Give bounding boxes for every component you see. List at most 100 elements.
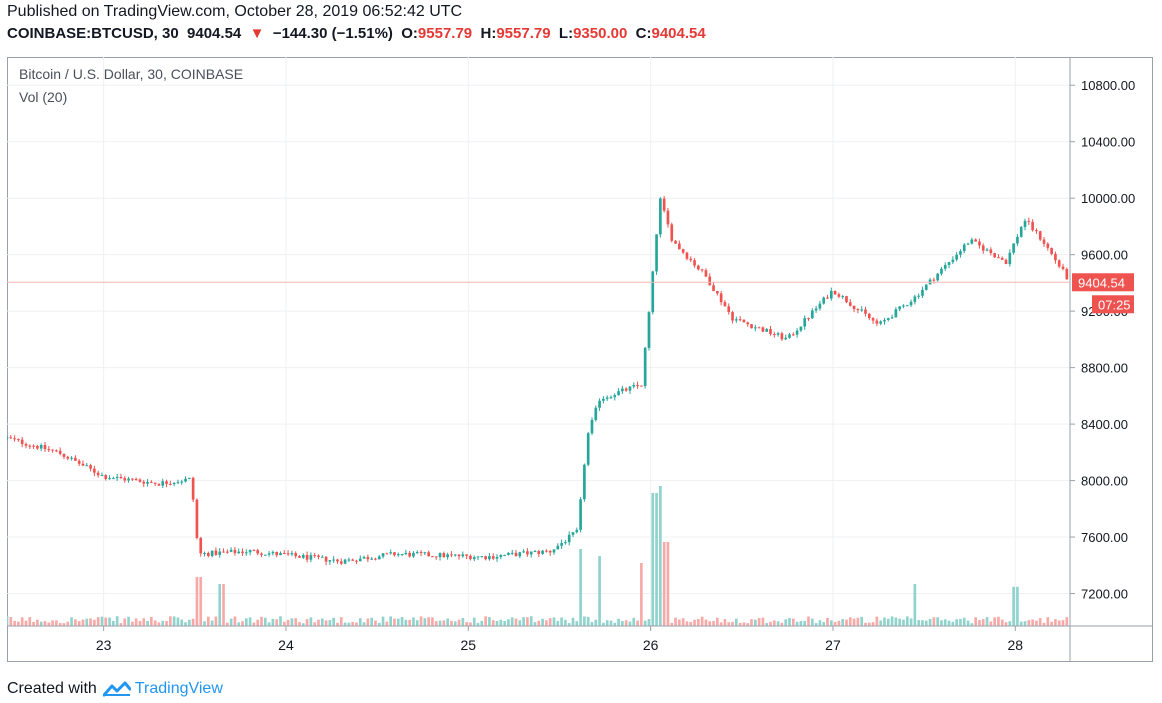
candle-body <box>1054 253 1057 261</box>
volume-bar <box>176 617 180 626</box>
volume-bar <box>947 620 951 626</box>
candle-body <box>142 481 146 484</box>
volume-bar <box>571 617 575 626</box>
volume-bar <box>541 618 544 626</box>
volume-bar <box>260 616 263 626</box>
volume-bar <box>225 622 229 626</box>
volume-bar <box>655 493 658 626</box>
candle-body <box>845 296 848 303</box>
volume-bar <box>332 617 336 626</box>
volume-bar <box>514 618 518 626</box>
volume-bar <box>1054 619 1057 626</box>
volume-bar <box>1016 586 1019 626</box>
candle-body <box>355 560 358 562</box>
volume-bar <box>1023 621 1027 626</box>
candle-body <box>567 534 571 543</box>
volume-bar <box>36 619 39 626</box>
volume-bar <box>1050 621 1053 626</box>
candle-body <box>791 334 795 336</box>
price-chart[interactable]: 7200.007600.008000.008400.008800.009200.… <box>7 57 1153 662</box>
candle-body <box>412 552 415 557</box>
candle-body <box>970 239 974 244</box>
volume-bar <box>867 622 871 626</box>
published-caption: Published on TradingView.com, October 28… <box>7 3 463 20</box>
tradingview-brand[interactable]: TradingView <box>134 680 223 697</box>
volume-bar <box>115 616 119 626</box>
low-label: L: <box>558 25 574 42</box>
candle-body <box>157 483 161 486</box>
candle-body <box>123 478 127 481</box>
candle-body <box>20 439 24 445</box>
candle-body <box>529 551 533 555</box>
volume-bar <box>385 621 389 626</box>
y-tick-label: 7200.00 <box>1081 587 1128 602</box>
candle-body <box>727 306 731 313</box>
candle-body <box>959 251 962 255</box>
candle-body <box>127 478 130 481</box>
tradingview-logo-icon <box>102 681 131 697</box>
last-price-tag <box>1072 273 1134 292</box>
y-tick-label: 10000.00 <box>1081 191 1135 206</box>
volume-bar <box>898 618 902 626</box>
volume-bar <box>924 620 928 626</box>
candle-body <box>453 554 457 556</box>
candle-body <box>723 302 727 307</box>
volume-bar <box>848 617 852 626</box>
candle-body <box>848 302 852 306</box>
volume-bar <box>66 621 70 626</box>
candle-body <box>628 386 632 391</box>
volume-bar <box>366 618 370 626</box>
candle-body <box>81 463 85 466</box>
candle-body <box>822 297 826 304</box>
candle-body <box>408 552 411 557</box>
volume-bar <box>738 622 742 626</box>
volume-bar <box>237 622 241 626</box>
volume-bar <box>902 619 905 626</box>
volume-bar <box>157 622 161 626</box>
volume-bar <box>978 620 981 626</box>
volume-bar <box>24 620 28 626</box>
high-label: H: <box>480 25 497 42</box>
close-label: C: <box>635 25 652 42</box>
candle-body <box>317 555 320 557</box>
candle-body <box>89 465 92 469</box>
volume-bar <box>731 621 734 626</box>
volume-bar <box>188 619 191 626</box>
volume-bar <box>161 620 165 626</box>
volume-bar <box>55 620 58 626</box>
volume-bar <box>20 617 24 626</box>
candle-body <box>332 559 336 561</box>
volume-bar <box>909 618 913 626</box>
candle-body <box>476 556 480 558</box>
volume-bar <box>81 619 85 626</box>
candle-body <box>556 545 560 550</box>
volume-bar <box>427 617 430 626</box>
volume-bar <box>252 622 256 626</box>
candle-body <box>997 257 1000 259</box>
volume-bar <box>814 623 818 626</box>
volume-bar <box>351 621 355 626</box>
volume-bar <box>708 621 712 626</box>
candle-body <box>214 550 218 555</box>
x-tick-label: 25 <box>461 637 477 653</box>
candle-body <box>17 439 20 441</box>
volume-bar <box>347 622 351 626</box>
candle-body <box>716 291 719 294</box>
candle-body <box>632 384 636 387</box>
candle-body <box>905 305 909 307</box>
volume-bar <box>962 617 966 626</box>
price-labels: 9404.54 07:25 <box>7 273 1134 314</box>
candle-body <box>1016 236 1019 244</box>
candle-body <box>36 446 39 449</box>
candle-body <box>860 309 864 311</box>
volume-bar <box>564 619 567 626</box>
volume-bar <box>905 616 909 626</box>
candle-body <box>704 270 708 277</box>
volume-bar <box>1031 619 1034 626</box>
volume-bar <box>609 620 613 626</box>
candle-body <box>199 537 203 554</box>
volume-bar <box>537 620 541 626</box>
candle-body <box>913 296 917 302</box>
volume-bar <box>146 620 149 626</box>
candle-body <box>222 551 225 553</box>
